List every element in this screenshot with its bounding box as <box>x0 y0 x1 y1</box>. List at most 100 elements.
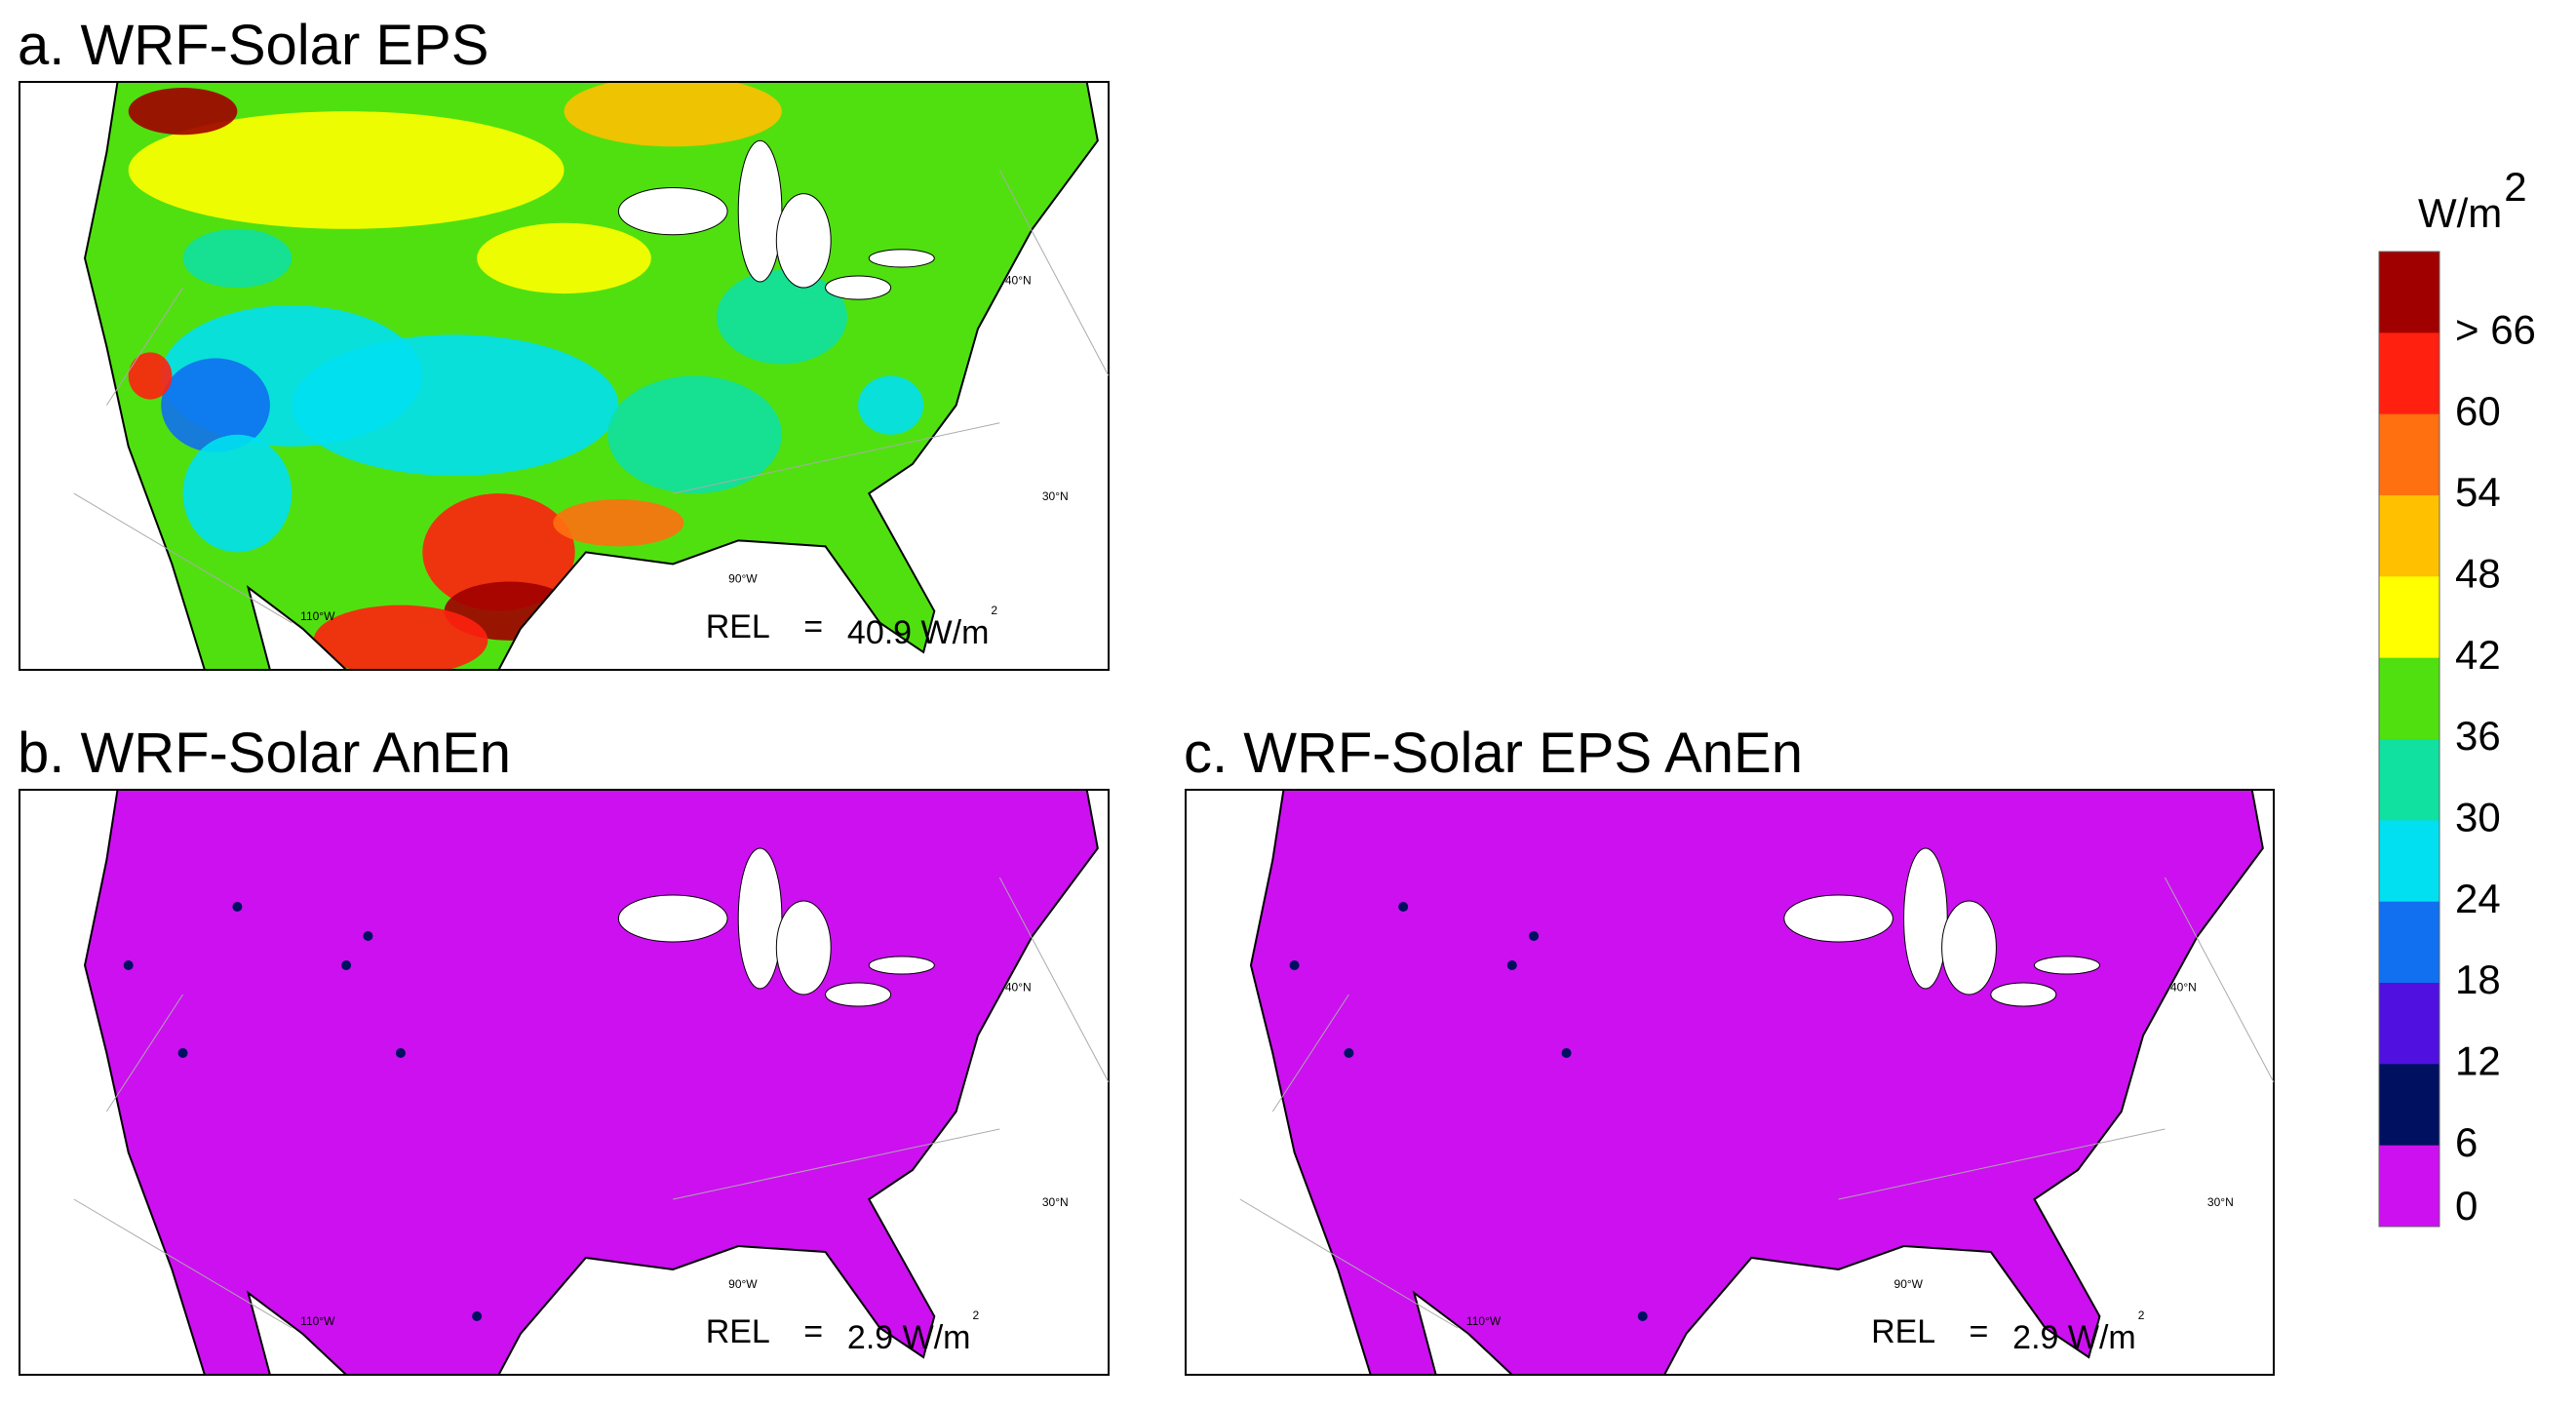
lake <box>825 275 892 300</box>
colorbar-segment <box>2379 332 2439 415</box>
colorbar-label: 36 <box>2455 713 2501 759</box>
graticule <box>73 1198 293 1329</box>
colorbar-label: 18 <box>2455 956 2501 1002</box>
field-patch <box>313 605 488 670</box>
dot <box>177 1048 188 1058</box>
dot <box>472 1311 483 1321</box>
colorbar-segment <box>2379 739 2439 821</box>
dot <box>123 960 134 970</box>
lake <box>1903 847 1948 990</box>
colorbar-label: 54 <box>2455 469 2501 515</box>
rel-superscript: 2 <box>2138 1308 2145 1322</box>
rel-superscript: 2 <box>991 604 997 617</box>
colorbar-segment <box>2379 901 2439 984</box>
coordinate-label: 90°W <box>728 1277 758 1291</box>
lake <box>868 956 935 975</box>
colorbar-segment <box>2379 983 2439 1065</box>
field-patch <box>422 493 575 611</box>
dot <box>341 960 352 970</box>
colorbar-label: 60 <box>2455 388 2501 434</box>
coordinate-label: 90°W <box>1894 1277 1924 1291</box>
rel-equals: = <box>803 608 823 645</box>
field-patch <box>292 334 619 477</box>
graticule <box>1271 994 1349 1112</box>
dot <box>232 902 243 912</box>
lake <box>1990 982 2057 1007</box>
colorbar-label: 42 <box>2455 632 2501 678</box>
graticule <box>105 287 183 406</box>
dot <box>1561 1048 1572 1058</box>
colorbar-label: 12 <box>2455 1037 2501 1083</box>
coordinate-label: 30°N <box>1042 1195 1069 1209</box>
panel-title: a. WRF-Solar EPS <box>18 14 488 77</box>
colorbar-label: 6 <box>2455 1119 2478 1165</box>
coordinate-label: 110°W <box>1466 1314 1502 1328</box>
colorbar-unit-superscript: 2 <box>2504 164 2526 210</box>
coordinate-label: 30°N <box>2207 1195 2234 1209</box>
graticule <box>105 994 183 1112</box>
dot <box>1529 931 1540 941</box>
dot <box>1344 1048 1354 1058</box>
colorbar-segment <box>2379 820 2439 903</box>
coast <box>83 789 1099 1376</box>
field-patch <box>182 228 293 289</box>
rel-equals: = <box>803 1313 823 1350</box>
graticule <box>2164 877 2275 1083</box>
field-patch <box>477 222 651 294</box>
colorbar-label: 24 <box>2455 876 2501 921</box>
rel-superscript: 2 <box>972 1308 979 1322</box>
field-patch <box>553 499 684 547</box>
colorbar-segment <box>2379 413 2439 496</box>
graticule <box>673 1128 1000 1200</box>
colorbar-segment <box>2379 1064 2439 1147</box>
graticule <box>73 492 293 624</box>
panel-title: b. WRF-Solar AnEn <box>18 722 511 785</box>
rel-label: REL <box>706 1313 770 1350</box>
lake <box>737 847 783 990</box>
lake <box>2033 956 2100 975</box>
dot <box>1506 960 1517 970</box>
field-patch <box>607 375 782 494</box>
colorbar-unit: W/m <box>2418 190 2502 236</box>
coordinate-label: 40°N <box>1005 274 1032 288</box>
dot <box>1637 1311 1648 1321</box>
coordinate-label: 110°W <box>300 1314 335 1328</box>
rel-equals: = <box>1970 1313 1989 1350</box>
colorbar-segment <box>2379 1145 2439 1228</box>
field-patch <box>858 375 924 435</box>
lake <box>737 139 783 283</box>
field-patch <box>128 88 238 136</box>
dot <box>363 931 373 941</box>
lake <box>1941 900 1997 995</box>
lake <box>775 900 832 995</box>
coast <box>1249 789 2264 1376</box>
colorbar-label: 0 <box>2455 1183 2478 1229</box>
colorbar-segment <box>2379 252 2439 333</box>
coast <box>83 81 1099 671</box>
lake <box>825 982 892 1007</box>
graticule <box>998 877 1110 1083</box>
colorbar-label: 48 <box>2455 550 2501 596</box>
graticule <box>1239 1198 1459 1329</box>
colorbar-segment <box>2379 495 2439 577</box>
field-patch <box>128 352 173 400</box>
dot <box>1398 902 1409 912</box>
dot <box>1289 960 1300 970</box>
field-patch <box>564 82 782 147</box>
field-patch <box>128 111 565 229</box>
field-patch <box>716 269 847 365</box>
graticule <box>1838 1128 2166 1200</box>
coordinate-label: 40°N <box>1005 981 1032 995</box>
coordinate-label: 90°W <box>728 571 758 585</box>
field-patch <box>182 434 293 553</box>
rel-value: 2.9 W/m <box>847 1319 971 1356</box>
graticule <box>673 422 1000 494</box>
lake <box>617 894 728 943</box>
lake <box>1783 894 1893 943</box>
lake <box>617 187 728 236</box>
colorbar-frame <box>2378 251 2440 1228</box>
colorbar-label: > 66 <box>2455 306 2536 352</box>
rel-label: REL <box>706 608 770 645</box>
colorbar-segment <box>2379 576 2439 659</box>
